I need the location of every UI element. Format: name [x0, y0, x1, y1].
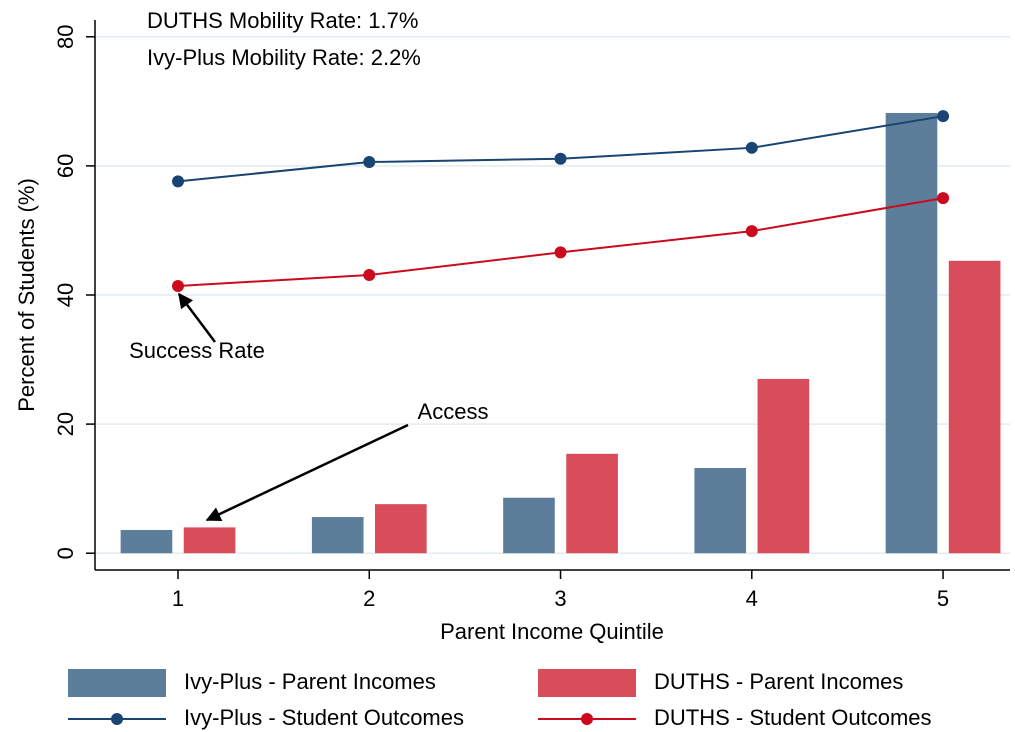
x-tick-label: 4 — [746, 586, 758, 611]
x-tick-label: 1 — [172, 586, 184, 611]
bar — [375, 504, 427, 554]
marker — [363, 156, 376, 169]
legend-label: DUTHS - Parent Incomes — [654, 669, 903, 694]
bar — [311, 517, 364, 554]
marker — [363, 268, 376, 281]
annotation: DUTHS Mobility Rate: 1.7% — [147, 8, 418, 33]
annotation: Ivy-Plus Mobility Rate: 2.2% — [147, 45, 421, 70]
y-axis-title: Percent of Students (%) — [14, 178, 39, 412]
annotation: Access — [418, 399, 489, 424]
marker — [172, 279, 185, 292]
bar — [948, 260, 1001, 554]
legend-swatch — [68, 669, 166, 697]
line — [177, 115, 944, 183]
legend-swatch — [581, 713, 593, 725]
bar — [566, 453, 618, 554]
y-tick-label: 40 — [53, 283, 78, 307]
y-tick-label: 60 — [53, 154, 78, 178]
bar — [694, 468, 747, 554]
bar — [757, 378, 810, 554]
marker — [554, 152, 567, 165]
legend-label: Ivy-Plus - Parent Incomes — [184, 669, 436, 694]
marker — [172, 175, 185, 188]
annotation-arrow — [205, 423, 409, 522]
y-tick-label: 0 — [53, 547, 78, 559]
y-tick-label: 80 — [53, 25, 78, 49]
bar — [120, 529, 173, 554]
x-tick-label: 3 — [554, 586, 566, 611]
marker — [745, 141, 758, 154]
marker — [937, 110, 950, 123]
x-tick-label: 2 — [363, 586, 375, 611]
legend-swatch — [111, 713, 123, 725]
bar — [183, 527, 236, 554]
bar — [503, 497, 555, 554]
annotation: Success Rate — [129, 338, 265, 363]
x-tick-label: 5 — [937, 586, 949, 611]
marker — [937, 192, 950, 205]
bar — [885, 112, 938, 554]
legend-label: DUTHS - Student Outcomes — [654, 705, 932, 730]
annotation-arrow — [178, 292, 216, 343]
marker — [554, 246, 567, 259]
y-tick-label: 20 — [53, 412, 78, 436]
x-axis-title: Parent Income Quintile — [440, 619, 664, 644]
line — [177, 197, 944, 287]
marker — [745, 225, 758, 238]
legend-swatch — [538, 669, 636, 697]
legend-label: Ivy-Plus - Student Outcomes — [184, 705, 464, 730]
